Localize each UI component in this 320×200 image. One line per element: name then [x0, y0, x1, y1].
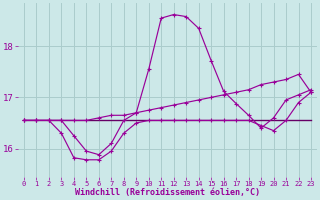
X-axis label: Windchill (Refroidissement éolien,°C): Windchill (Refroidissement éolien,°C) — [75, 188, 260, 197]
